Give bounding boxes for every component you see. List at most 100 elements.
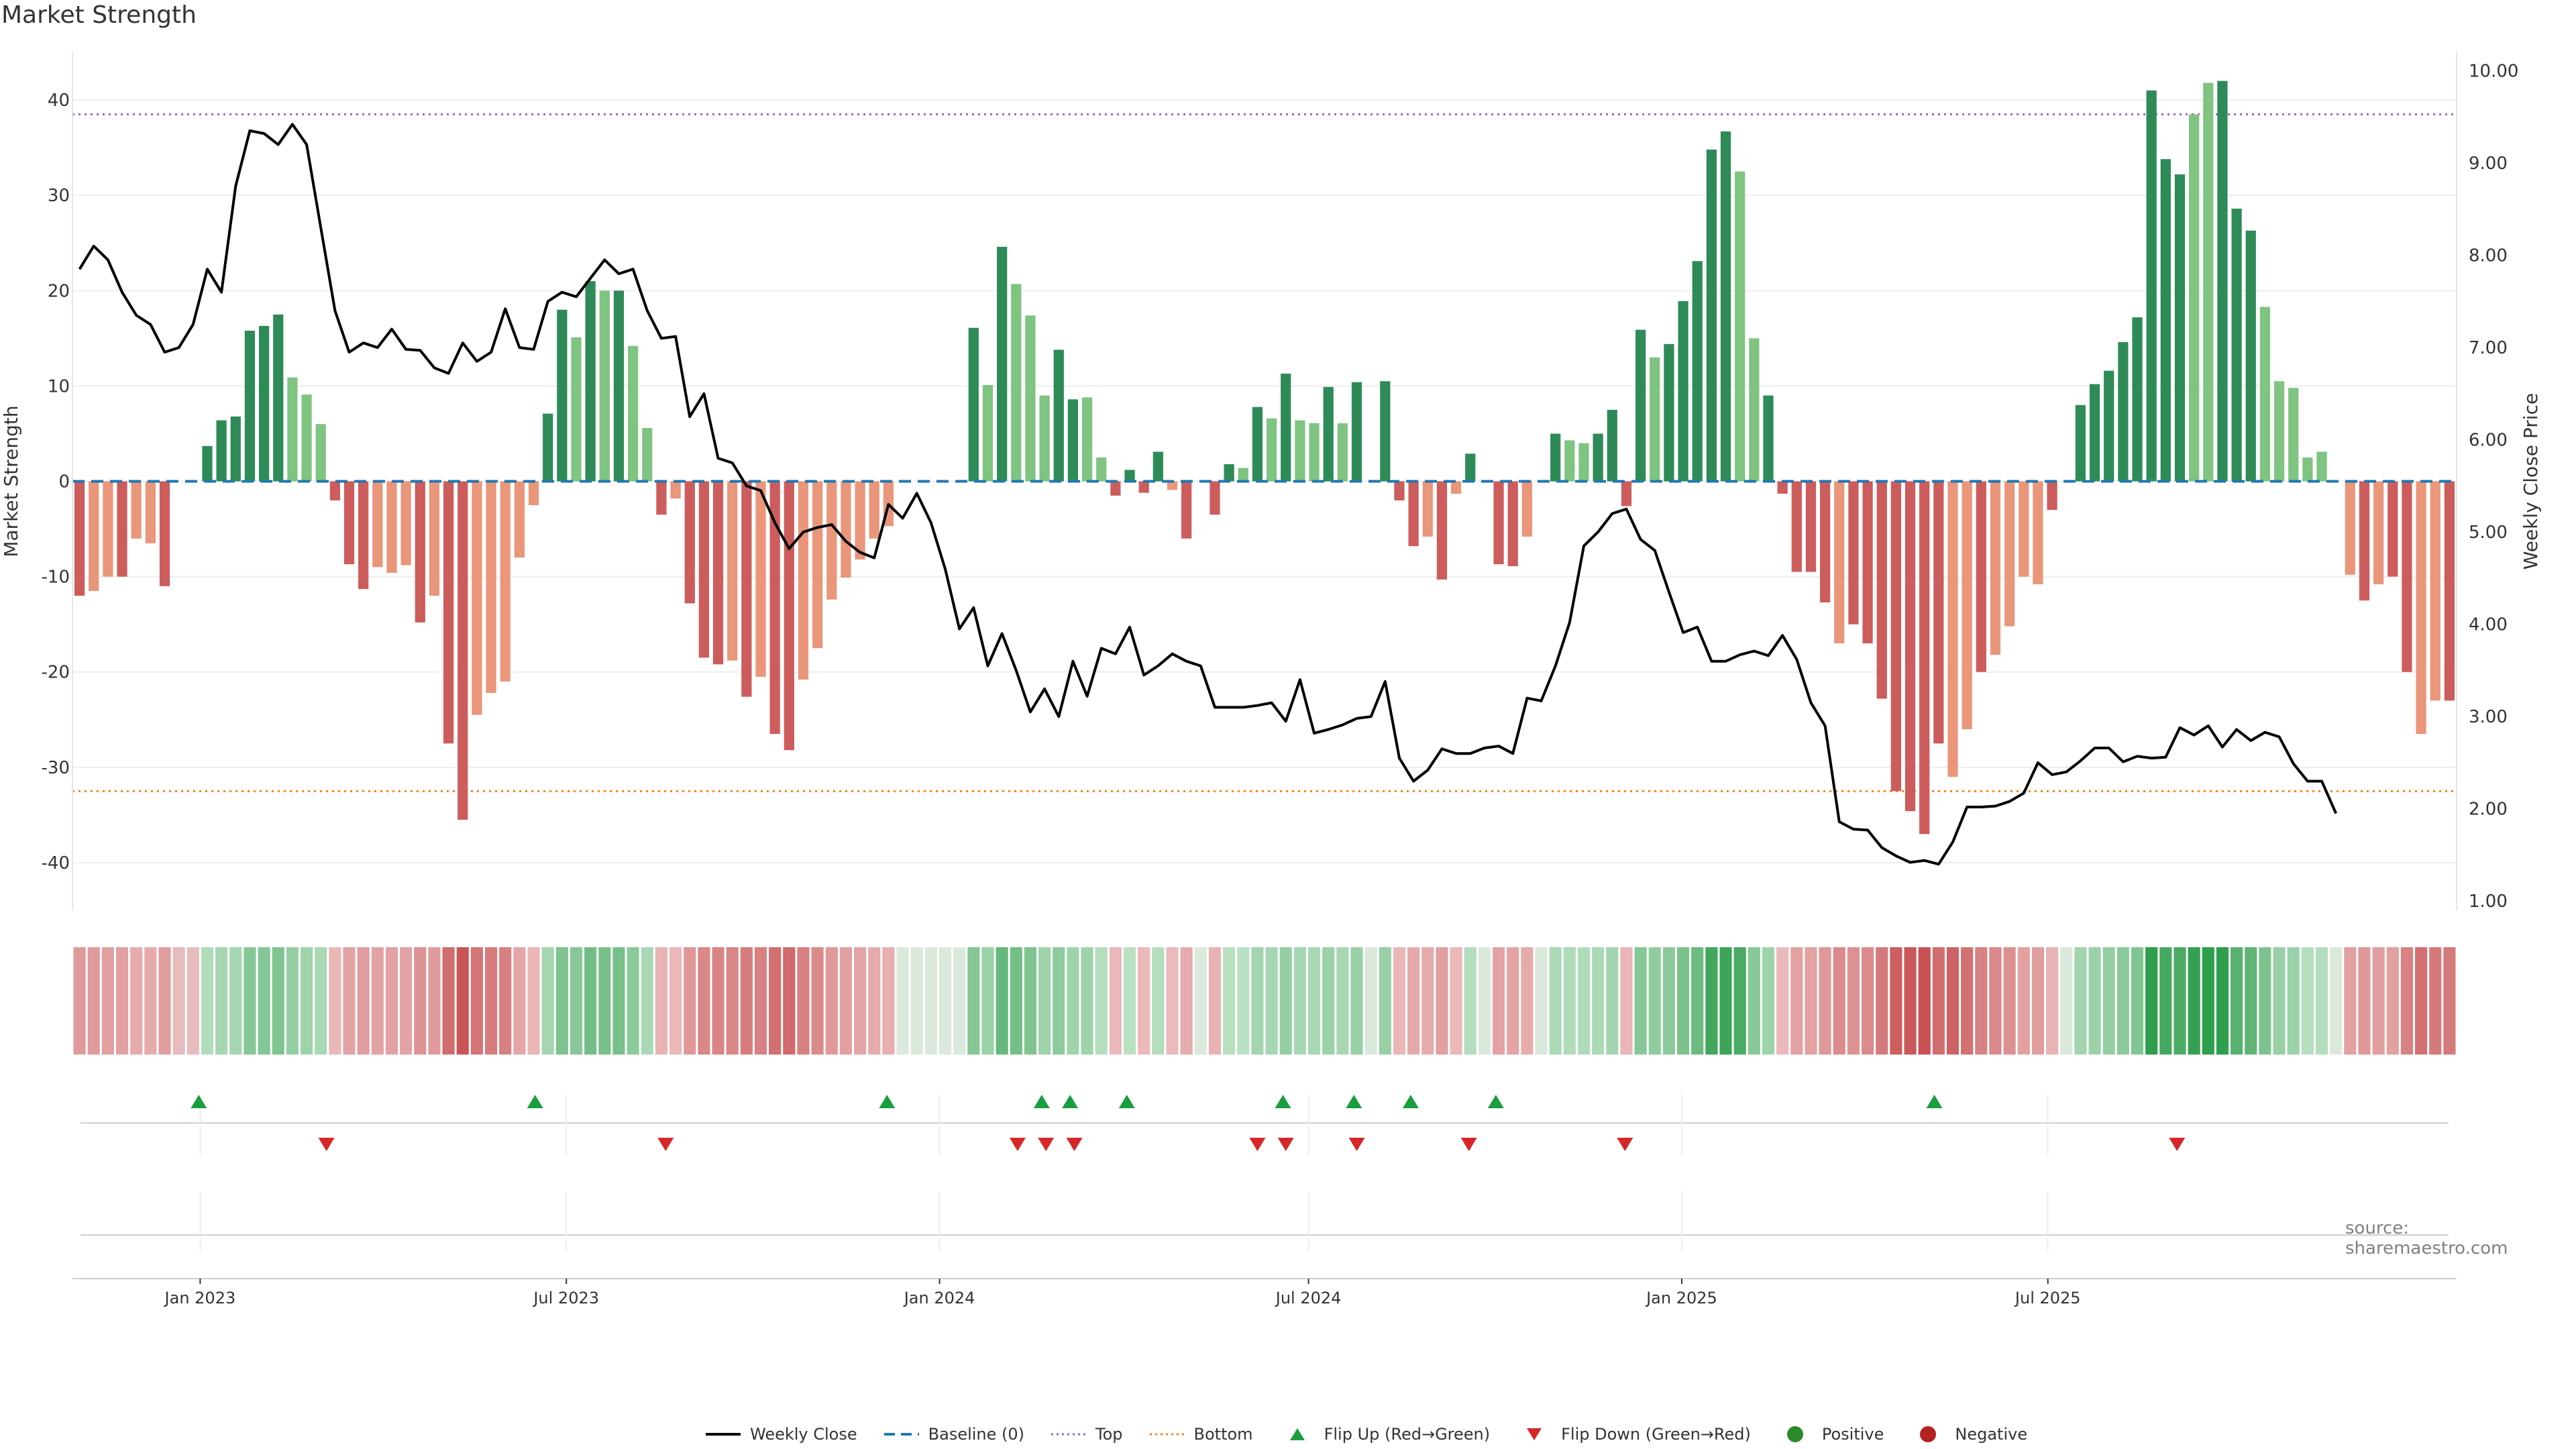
strength-bar <box>1053 350 1064 482</box>
heatmap-cell <box>1648 947 1661 1055</box>
strength-bar <box>528 481 539 506</box>
flip-down-icon <box>1527 1428 1542 1440</box>
strength-bar <box>2444 481 2455 701</box>
strength-bar <box>784 481 794 751</box>
heatmap-cell <box>882 947 895 1055</box>
strength-heatmap-strip <box>73 947 2456 1055</box>
flip-down-marker <box>1277 1138 1294 1151</box>
legend-swatch-icon <box>883 1433 919 1436</box>
strength-bar <box>1281 373 1291 482</box>
y-tick-label: -20 <box>42 663 70 683</box>
strength-bar <box>2402 481 2412 672</box>
heatmap-cell <box>1563 947 1576 1055</box>
heatmap-cell <box>470 947 483 1055</box>
strength-bar <box>1025 315 1036 482</box>
heatmap-cell <box>641 947 653 1055</box>
y-tick-label: 40 <box>48 91 70 111</box>
heatmap-cell <box>783 947 796 1055</box>
flip-down-marker <box>1066 1138 1083 1151</box>
heatmap-cell <box>1691 947 1704 1055</box>
heatmap-cell <box>797 947 810 1055</box>
chart-title: Market Strength <box>1 1 197 29</box>
strength-bar <box>1124 470 1135 482</box>
flip-down-marker <box>1249 1138 1266 1151</box>
heatmap-cell <box>315 947 327 1055</box>
strength-bar <box>1252 407 1263 482</box>
heatmap-cell <box>2344 947 2357 1055</box>
heatmap-cell <box>1946 947 1960 1055</box>
strength-bar <box>1039 395 1050 482</box>
heatmap-cell <box>584 947 597 1055</box>
heatmap-cell <box>1336 947 1349 1055</box>
strength-bar <box>1096 457 1107 482</box>
strength-bar <box>159 481 170 586</box>
heatmap-cell <box>698 947 710 1055</box>
strength-bar <box>117 481 127 577</box>
heatmap-cell <box>244 947 256 1055</box>
strength-bar <box>1380 381 1391 482</box>
legend-item: Baseline (0) <box>883 1424 1024 1444</box>
legend-swatch-icon <box>1149 1433 1185 1436</box>
heatmap-cell <box>1904 947 1917 1055</box>
strength-bar <box>1706 149 1717 482</box>
strength-bar <box>287 377 298 482</box>
heatmap-cell <box>825 947 838 1055</box>
strength-bar <box>712 481 724 665</box>
strength-bar <box>1834 481 1845 644</box>
heatmap-cell <box>2074 947 2087 1055</box>
heatmap-cell <box>1719 947 1732 1055</box>
strength-bar <box>486 481 496 693</box>
strength-bar <box>1465 453 1476 482</box>
heatmap-cell <box>1847 947 1860 1055</box>
heatmap-cell <box>1890 947 1902 1055</box>
strength-bar <box>684 481 695 604</box>
heatmap-cell <box>513 947 526 1055</box>
strength-bar <box>2273 381 2285 482</box>
strength-bar <box>1450 481 1462 494</box>
heatmap-cell <box>1379 947 1391 1055</box>
heatmap-cell <box>2174 947 2186 1055</box>
strength-bar <box>273 314 284 482</box>
legend-label: Positive <box>1821 1425 1884 1444</box>
x-tick-label: Jan 2023 <box>164 1289 236 1307</box>
heatmap-cell <box>1833 947 1845 1055</box>
heatmap-cell <box>1364 947 1377 1055</box>
strength-bar <box>2430 481 2440 701</box>
flip-down-marker <box>1038 1138 1055 1151</box>
y-tick-label: 0 <box>58 472 70 492</box>
heatmap-cell <box>272 947 284 1055</box>
threshold-lines <box>72 113 2457 792</box>
strength-bar <box>1947 481 1958 777</box>
strength-bar <box>343 481 355 565</box>
heatmap-cell <box>541 947 554 1055</box>
heatmap-cell <box>570 947 583 1055</box>
heatmap-cell <box>484 947 498 1055</box>
heatmap-cell <box>2400 947 2414 1055</box>
heatmap-cell <box>2145 947 2158 1055</box>
strength-bar <box>1493 481 1504 565</box>
heatmap-cell <box>996 947 1008 1055</box>
strength-bar <box>1138 481 1149 493</box>
heatmap-cell <box>1421 947 1434 1055</box>
strength-bar <box>1593 433 1603 482</box>
heatmap-cell <box>1095 947 1108 1055</box>
strength-bar <box>2118 342 2129 482</box>
strength-bar <box>741 481 752 697</box>
heatmap-cell <box>1350 947 1363 1055</box>
legend-swatch-icon <box>706 1433 741 1436</box>
heatmap-cell <box>2315 947 2328 1055</box>
legend-label: Weekly Close <box>750 1425 857 1444</box>
heatmap-cell <box>1521 947 1534 1055</box>
flip-up-marker <box>191 1095 207 1108</box>
y-tick-label: 20 <box>48 281 70 301</box>
strength-bar <box>1067 399 1079 482</box>
heatmap-cell <box>598 947 611 1055</box>
legend-swatch-icon <box>1289 1428 1305 1440</box>
strength-bar <box>798 481 809 680</box>
legend-swatch-icon <box>1920 1426 1937 1442</box>
strength-bar <box>329 481 340 500</box>
x-axis: Jan 2023 Jul 2023 Jan 2024 Jul 2024 Jan 2025… <box>72 1278 2457 1307</box>
heatmap-cell <box>428 947 441 1055</box>
strength-bar <box>2302 457 2313 482</box>
